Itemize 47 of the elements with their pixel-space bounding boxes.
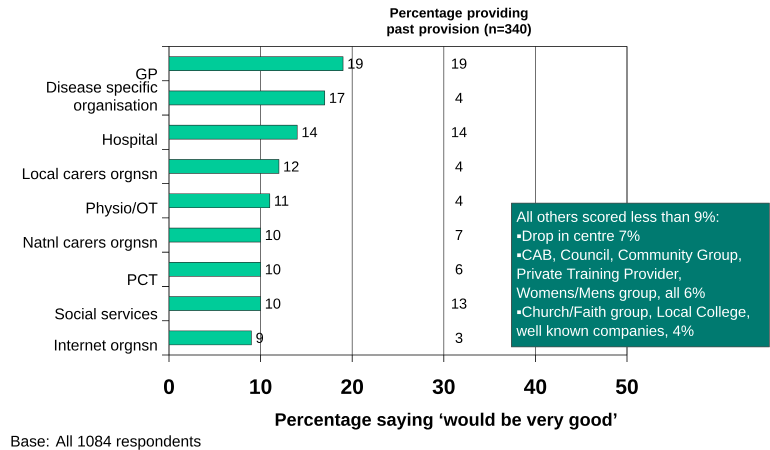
annotation: ▪CAB, Council, Community Group, Private Training Provider, Womens/Mens group, all 6% <box>516 249 741 301</box>
y-tick-label: Local carers orgnsn <box>22 168 157 182</box>
annotation: All others scored less than 9%: <box>516 211 718 222</box>
data-label: 14 <box>302 127 318 138</box>
bar <box>168 330 252 346</box>
x-tick-label: 10 <box>250 379 272 394</box>
data-label: 13 <box>452 298 466 309</box>
y-tick-label: Natnl carers orgnsn <box>24 236 157 251</box>
y-tick-label: Hospital <box>103 134 157 148</box>
data-label: 11 <box>275 196 288 206</box>
data-label: 4 <box>455 161 463 172</box>
y-tick-label: Social services <box>55 308 158 320</box>
data-label: 17 <box>330 92 344 103</box>
x-tick-label: 50 <box>616 379 638 394</box>
bar <box>168 124 298 140</box>
annotation: ▪Drop in centre 7% <box>517 230 640 244</box>
bar <box>168 228 261 242</box>
text: Base: All 1084 respondents <box>11 435 201 450</box>
data-label: 3 <box>456 332 462 343</box>
y-tick-label: PCT <box>128 274 158 286</box>
y-tick-label: Disease specific organisation <box>47 81 158 114</box>
data-label: 10 <box>266 264 280 274</box>
bar <box>168 193 270 208</box>
x-tick-label: 0 <box>164 379 174 394</box>
data-label: 7 <box>456 230 462 240</box>
bar <box>168 56 344 71</box>
y-tick-label: Physio/OT <box>86 202 158 217</box>
y-tick-label: GP <box>136 68 157 80</box>
data-label: 4 <box>455 196 463 206</box>
x-tick-label: 30 <box>432 379 455 394</box>
bar <box>168 262 261 277</box>
bar <box>168 90 326 106</box>
y-tick-label: Internet orgnsn <box>54 340 157 354</box>
data-label: 12 <box>284 161 299 172</box>
data-label: 14 <box>452 127 467 138</box>
data-label: 4 <box>455 92 463 103</box>
text: Percentage providing past provision (n=340) <box>387 8 531 36</box>
data-label: 10 <box>266 298 280 309</box>
annotation: ▪Church/Faith group, Local College, well known companies, 4% <box>516 306 749 339</box>
x-tick-label: 20 <box>341 379 364 394</box>
data-label: 19 <box>452 58 466 69</box>
x-tick-label: 40 <box>524 379 546 394</box>
data-label: 10 <box>266 230 280 240</box>
bar <box>168 159 280 174</box>
bar <box>168 296 261 311</box>
data-label: 6 <box>456 264 462 274</box>
x-axis-title: Percentage saying ‘would be very good’ <box>276 412 616 430</box>
